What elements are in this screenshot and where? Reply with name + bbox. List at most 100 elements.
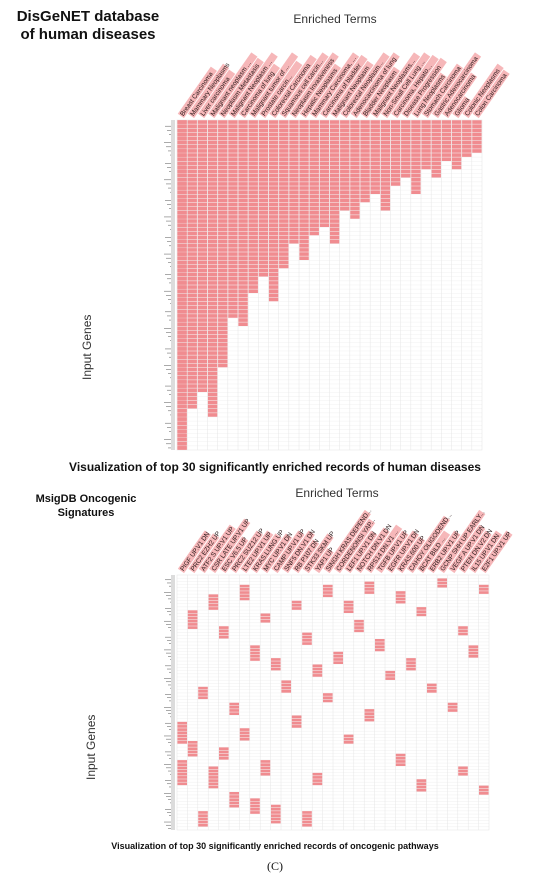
enriched-cell — [248, 248, 258, 252]
enriched-cell — [248, 128, 258, 133]
enriched-cell — [177, 252, 187, 256]
enriched-cell — [207, 219, 218, 223]
enriched-cell — [380, 153, 391, 157]
enriched-cell — [208, 766, 219, 770]
enriched-cell — [177, 413, 187, 417]
enriched-cell — [187, 318, 197, 322]
enriched-cell — [390, 136, 401, 141]
enriched-cell — [228, 161, 238, 166]
enriched-cell — [268, 165, 279, 170]
enriched-cell — [279, 128, 289, 133]
enriched-cell — [329, 219, 340, 223]
enriched-cell — [441, 157, 452, 161]
enriched-cell — [360, 169, 370, 174]
enriched-cell — [268, 161, 279, 166]
enriched-cell — [279, 140, 289, 145]
enriched-cell — [197, 359, 208, 364]
enriched-cell — [239, 734, 250, 738]
enriched-cell — [218, 140, 228, 145]
enriched-cell — [177, 169, 187, 174]
enriched-cell — [187, 260, 197, 265]
enriched-cell — [323, 696, 333, 700]
enriched-cell — [177, 161, 187, 166]
enriched-cell — [228, 264, 238, 269]
enriched-cell — [411, 161, 421, 166]
enriched-cell — [187, 338, 197, 343]
msigdb-title-line-2: Signatures — [57, 507, 115, 519]
enriched-cell — [207, 223, 218, 227]
enriched-cell — [479, 792, 489, 795]
enriched-cell — [468, 645, 479, 649]
enriched-cell — [268, 219, 279, 223]
enriched-cell — [177, 215, 187, 219]
enriched-cell — [248, 289, 258, 293]
enriched-cell — [299, 256, 309, 260]
enriched-cell — [207, 338, 218, 343]
enriched-cell — [323, 591, 333, 594]
enriched-cell — [472, 120, 482, 124]
column-label-highlight — [448, 524, 486, 574]
enriched-cell — [411, 182, 421, 186]
enriched-cell — [218, 355, 228, 359]
enriched-cell — [350, 178, 360, 182]
enriched-cell — [411, 186, 421, 190]
enriched-cell — [472, 140, 482, 145]
enriched-cell — [289, 206, 299, 211]
enriched-cell — [218, 293, 228, 298]
enriched-cell — [248, 202, 258, 207]
enriched-cell — [340, 149, 350, 153]
enriched-cell — [411, 145, 421, 149]
enriched-cell — [218, 301, 228, 306]
enriched-cell — [364, 712, 375, 715]
enriched-cell — [268, 227, 279, 232]
enriched-cell — [380, 190, 391, 194]
enriched-cell — [177, 256, 187, 260]
enriched-cell — [302, 635, 312, 639]
enriched-cell — [291, 715, 302, 719]
enriched-cell — [187, 231, 197, 236]
enriched-cell — [207, 301, 218, 306]
enriched-cell — [238, 161, 248, 166]
enriched-cell — [248, 211, 258, 215]
enriched-cell — [218, 136, 228, 141]
enriched-cell — [197, 219, 208, 223]
enriched-cell — [197, 289, 208, 293]
enriched-cell — [472, 124, 482, 128]
enriched-cell — [309, 165, 319, 170]
enriched-cell — [458, 766, 468, 770]
enriched-cell — [218, 281, 228, 285]
enriched-cell — [207, 215, 218, 219]
enriched-cell — [187, 223, 197, 227]
enriched-cell — [197, 128, 208, 133]
column-label-highlight — [452, 96, 471, 119]
enriched-cell — [187, 400, 197, 405]
enriched-cell — [350, 120, 360, 124]
enriched-cell — [218, 277, 228, 281]
enriched-cell — [268, 211, 279, 215]
enriched-cell — [472, 136, 482, 141]
enriched-cell — [177, 388, 187, 392]
enriched-cell — [187, 623, 198, 626]
enriched-cell — [228, 281, 238, 285]
enriched-cell — [447, 709, 458, 712]
enriched-cell — [177, 120, 187, 124]
enriched-cell — [360, 132, 370, 137]
enriched-cell — [197, 157, 208, 161]
enriched-cell — [380, 194, 391, 199]
enriched-cell — [229, 804, 239, 808]
enriched-cell — [197, 161, 208, 166]
enriched-cell — [279, 136, 289, 141]
enriched-cell — [350, 149, 360, 153]
enriched-cell — [451, 140, 462, 145]
enriched-cell — [218, 169, 228, 174]
enriched-cell — [197, 235, 208, 240]
enriched-cell — [268, 190, 279, 194]
disgenet-column-axis-title: Enriched Terms — [293, 12, 377, 26]
enriched-cell — [187, 169, 197, 174]
enriched-cell — [207, 165, 218, 170]
enriched-cell — [312, 674, 323, 677]
enriched-cell — [187, 219, 197, 223]
column-label-highlight — [385, 530, 419, 574]
enriched-cell — [239, 588, 250, 591]
enriched-cell — [187, 753, 198, 757]
